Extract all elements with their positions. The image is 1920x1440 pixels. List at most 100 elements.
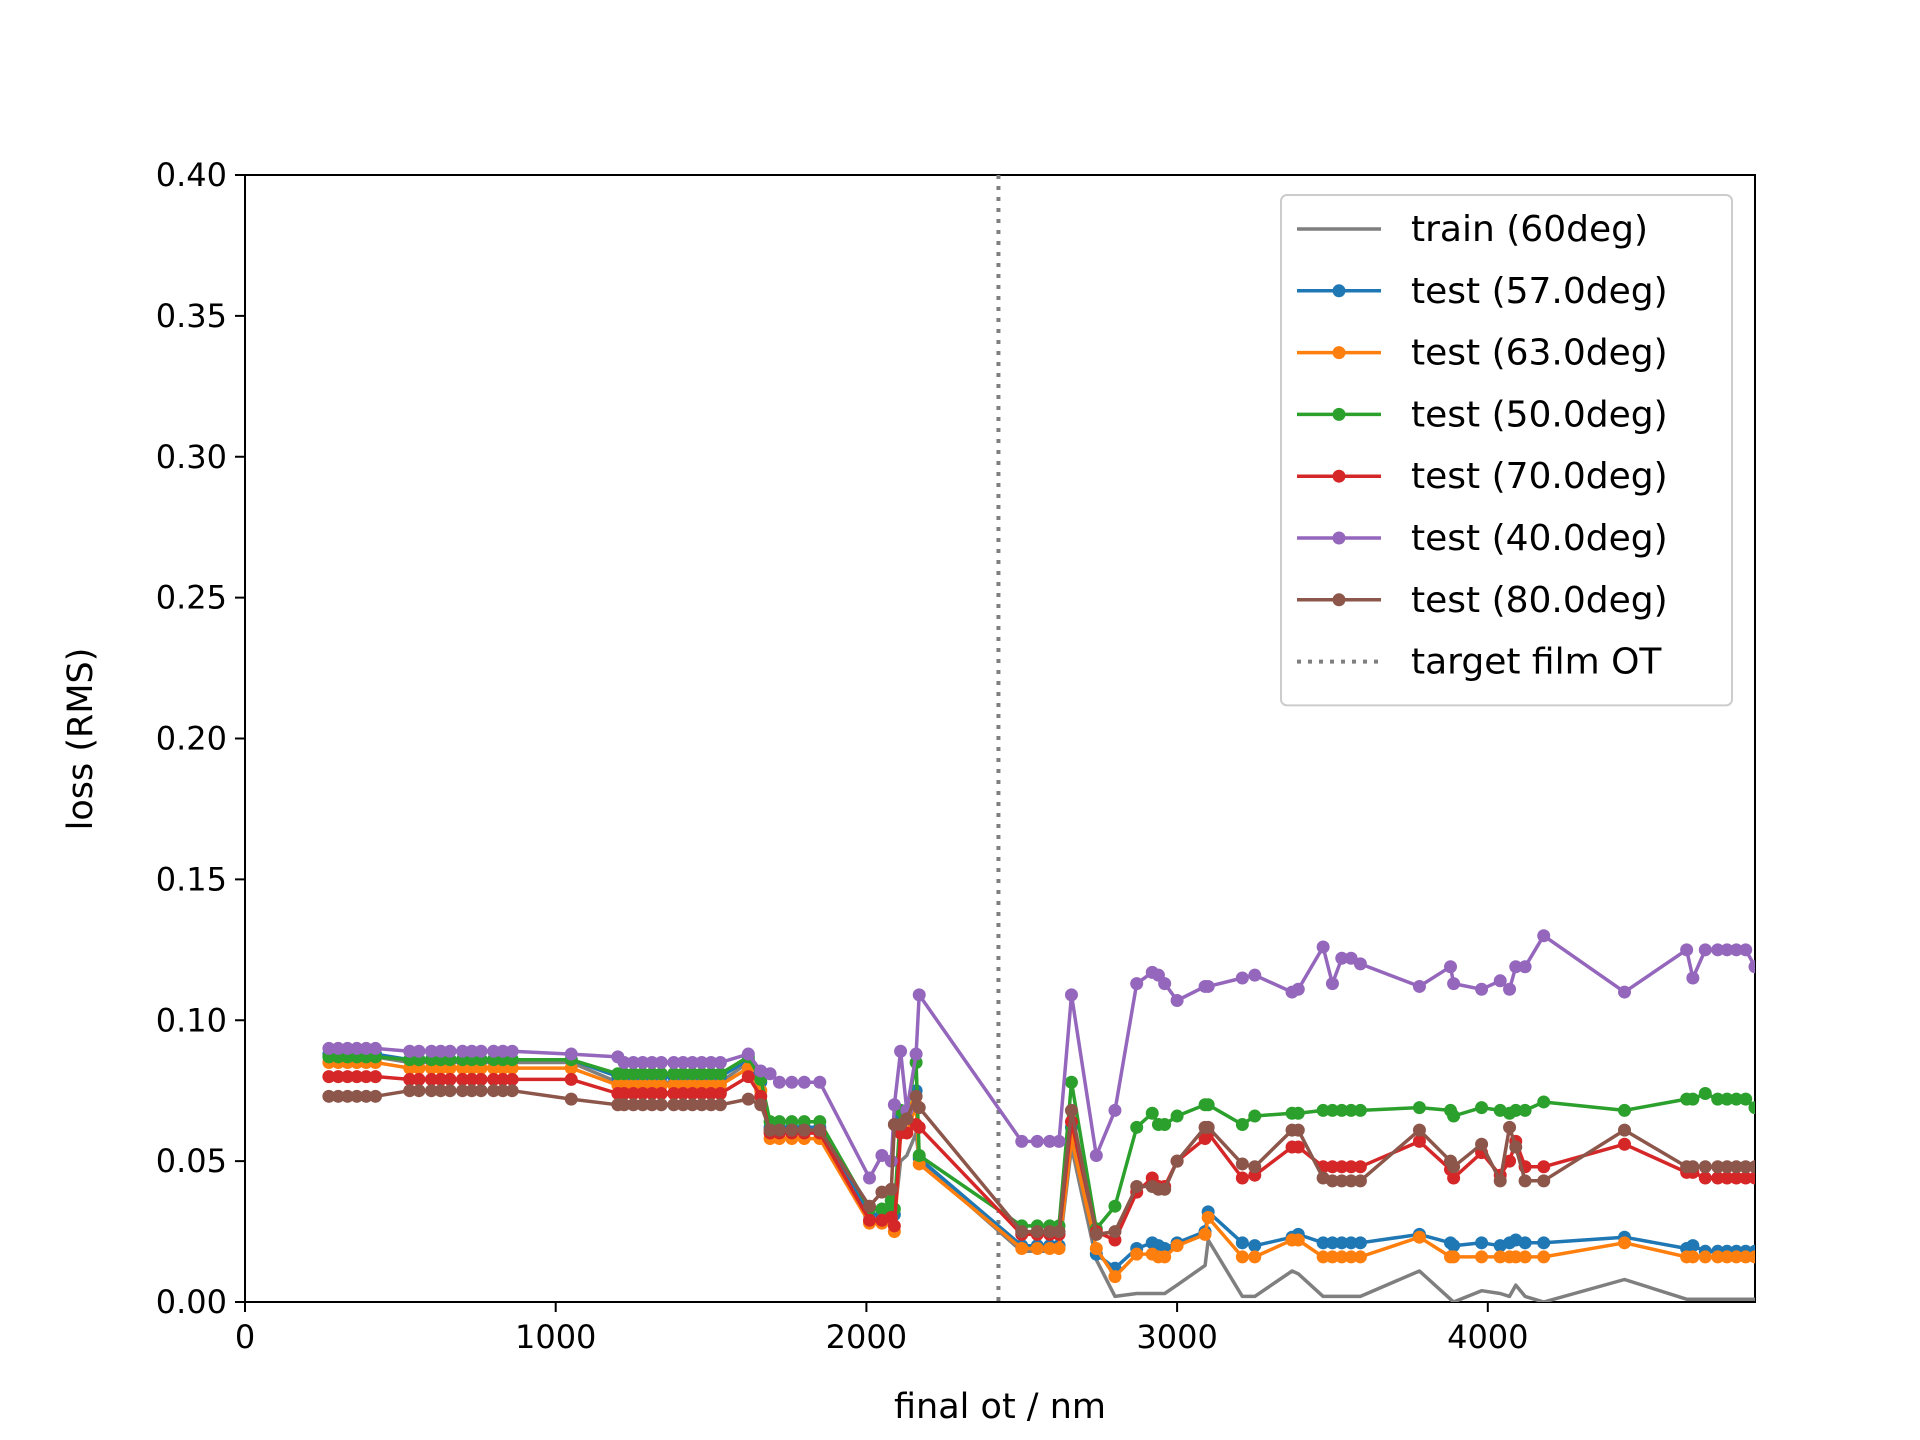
data-point [1475,1101,1489,1115]
data-point [912,1148,926,1162]
data-point [331,1041,345,1055]
data-point [1030,1134,1044,1148]
data-point [797,1075,811,1089]
data-point [359,1070,373,1084]
data-point [350,1041,364,1055]
data-point [1729,1160,1743,1174]
legend-entry: test (50.0deg) [1297,394,1668,435]
data-point [1064,1103,1078,1117]
data-point [1291,982,1305,996]
data-point [1043,1241,1057,1255]
data-point [564,1092,578,1106]
data-point [1201,1210,1215,1224]
data-point [695,1056,709,1070]
data-point [1748,1171,1755,1185]
x-tick-label: 0 [235,1318,255,1356]
data-point [474,1072,488,1086]
y-tick-label: 0.40 [156,156,227,194]
data-point [863,1213,877,1227]
data-point [1158,1117,1172,1131]
legend-label: test (70.0deg) [1411,456,1668,497]
data-point [900,1112,914,1126]
data-point [368,1041,382,1055]
data-point [636,1098,650,1112]
y-tick-label: 0.20 [156,720,227,758]
data-point [1444,960,1458,974]
data-point [695,1098,709,1112]
data-point [887,1219,901,1233]
data-point [322,1041,336,1055]
data-point [1316,1236,1330,1250]
data-point [1447,977,1461,991]
legend-marker [1332,346,1346,360]
data-point [654,1067,668,1081]
data-point [1711,1250,1725,1264]
data-point [636,1087,650,1101]
data-point [1618,985,1632,999]
data-point [443,1044,457,1058]
y-tick-label: 0.30 [156,438,227,476]
data-point [1353,957,1367,971]
legend-entry: test (70.0deg) [1297,456,1668,497]
series-6 [322,1084,1755,1241]
data-point [909,1047,923,1061]
legend-label: test (63.0deg) [1411,333,1668,374]
data-point [1043,1225,1057,1239]
data-point [443,1072,457,1086]
data-point [1698,943,1712,957]
data-point [1201,1120,1215,1134]
data-point [412,1044,426,1058]
data-point [1353,1174,1367,1188]
data-point [875,1148,889,1162]
y-tick-label: 0.00 [156,1283,227,1321]
data-point [474,1084,488,1098]
data-point [1509,1103,1523,1117]
data-point [1686,1239,1700,1253]
data-point [1198,1227,1212,1241]
data-point [676,1056,690,1070]
data-point [1248,1250,1262,1264]
data-point [1537,1250,1551,1264]
data-point [645,1098,659,1112]
data-point [1089,1148,1103,1162]
data-point [1064,988,1078,1002]
data-point [1043,1134,1057,1148]
data-point [1030,1225,1044,1239]
data-point [1698,1160,1712,1174]
data-point [741,1092,755,1106]
data-point [1509,1140,1523,1154]
data-point [1503,1120,1517,1134]
data-point [1711,1092,1725,1106]
data-point [1618,1236,1632,1250]
data-point [813,1075,827,1089]
data-point [1158,977,1172,991]
legend-label: test (50.0deg) [1411,394,1668,435]
data-point [704,1067,718,1081]
data-point [884,1182,898,1196]
data-point [1064,1075,1078,1089]
data-point [1748,960,1755,974]
x-tick-label: 3000 [1136,1318,1217,1356]
data-point [1316,1103,1330,1117]
data-point [704,1098,718,1112]
data-point [875,1202,889,1216]
data-point [1170,1239,1184,1253]
data-point [1509,960,1523,974]
data-point [645,1056,659,1070]
data-point [1201,1098,1215,1112]
data-point [1680,943,1694,957]
y-tick-label: 0.35 [156,297,227,335]
data-point [797,1123,811,1137]
data-point [617,1067,631,1081]
data-point [487,1044,501,1058]
data-point [1170,1109,1184,1123]
data-point [368,1070,382,1084]
data-point [1739,943,1753,957]
data-point [1170,1154,1184,1168]
legend-label: test (40.0deg) [1411,518,1668,559]
data-point [341,1070,355,1084]
data-point [474,1044,488,1058]
data-point [1248,1109,1262,1123]
data-point [754,1098,768,1112]
data-point [1537,1174,1551,1188]
